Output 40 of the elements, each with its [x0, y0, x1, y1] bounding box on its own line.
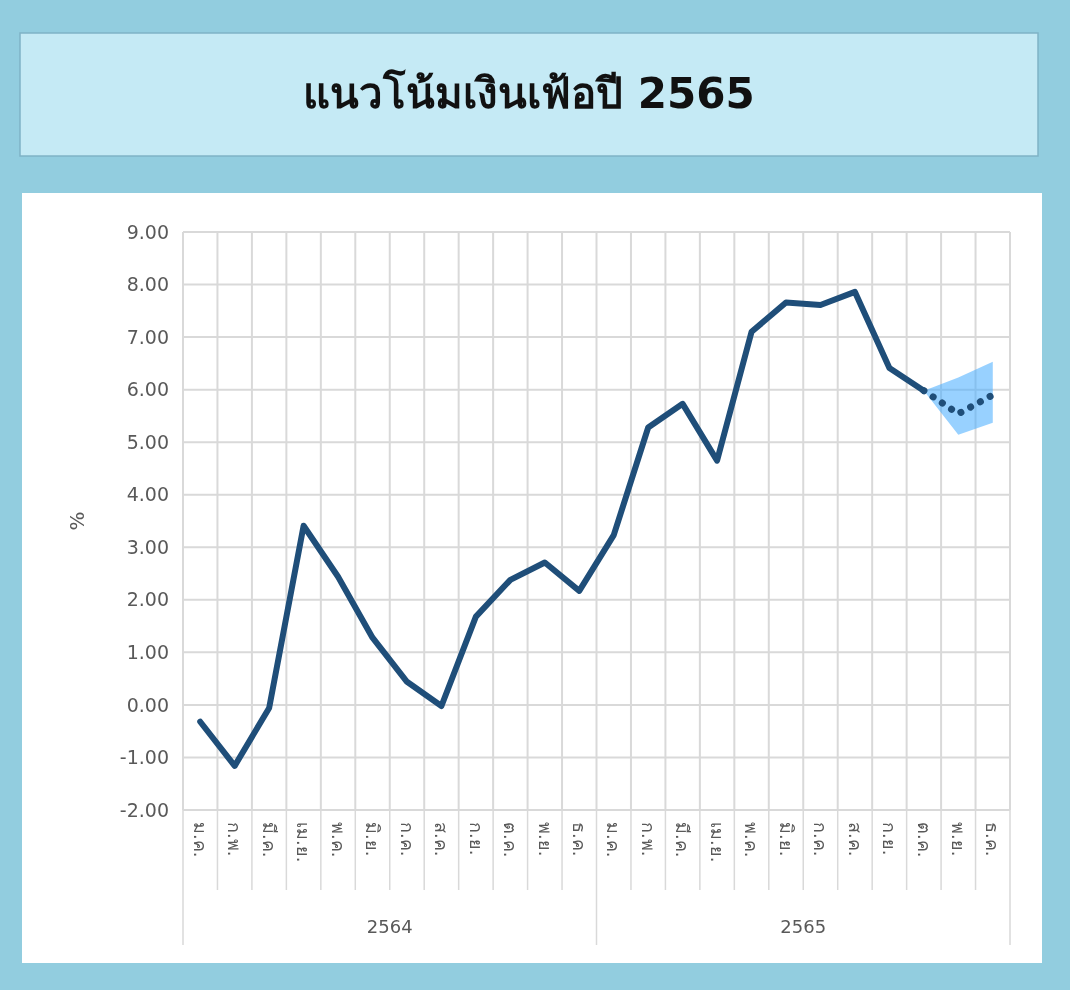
y-tick-label: 0.00: [126, 693, 169, 716]
x-tick-label: มิ.ย.: [775, 822, 797, 857]
y-tick-label: 5.00: [126, 430, 169, 453]
text: 2564: [366, 916, 413, 937]
x-tick-label: ต.ค.: [500, 822, 522, 858]
y-tick-label: 9.00: [126, 220, 169, 243]
x-tick-label: มิ.ย.: [362, 822, 384, 857]
x-tick-label: ม.ค.: [189, 822, 211, 858]
x-tick-label: ก.พ.: [637, 822, 659, 857]
x-tick-label: ก.ย.: [879, 822, 901, 856]
x-tick-label: ธ.ค.: [568, 822, 590, 857]
x-tick-label: พ.ค.: [327, 822, 349, 858]
text: 2565: [780, 916, 827, 937]
x-tick-label: ส.ค.: [431, 822, 453, 857]
x-tick-label: ก.ค.: [810, 822, 832, 857]
y-tick-label: 2.00: [126, 588, 169, 611]
chart-title: แนวโน้มเงินเฟ้อปี 2565: [303, 69, 755, 118]
x-tick-label: พ.ค.: [741, 822, 763, 858]
x-tick-label: มี.ค.: [672, 822, 694, 858]
x-tick-label: มี.ค.: [258, 822, 280, 858]
y-tick-label: -1.00: [119, 746, 169, 769]
x-tick-label: พ.ย.: [948, 822, 970, 857]
x-tick-label: ก.ค.: [396, 822, 418, 857]
x-tick-label: เม.ย.: [706, 822, 728, 863]
x-tick-label: ส.ค.: [844, 822, 866, 857]
y-tick-label: 7.00: [126, 325, 169, 348]
x-tick-label: เม.ย.: [293, 822, 315, 863]
y-axis-title: %: [65, 511, 89, 531]
x-tick-label: ธ.ค.: [982, 822, 1004, 857]
x-tick-label: ต.ค.: [913, 822, 935, 858]
x-tick-label: ม.ค.: [603, 822, 625, 858]
x-tick-label: ก.พ.: [224, 822, 246, 857]
y-tick-label: 4.00: [126, 483, 169, 506]
y-tick-label: 3.00: [126, 535, 169, 558]
y-tick-label: 8.00: [126, 273, 169, 296]
x-tick-label: พ.ย.: [534, 822, 556, 857]
y-tick-label: 6.00: [126, 378, 169, 401]
y-tick-label: 1.00: [126, 641, 169, 664]
x-tick-label: ก.ย.: [465, 822, 487, 856]
y-tick-label: -2.00: [119, 798, 169, 821]
